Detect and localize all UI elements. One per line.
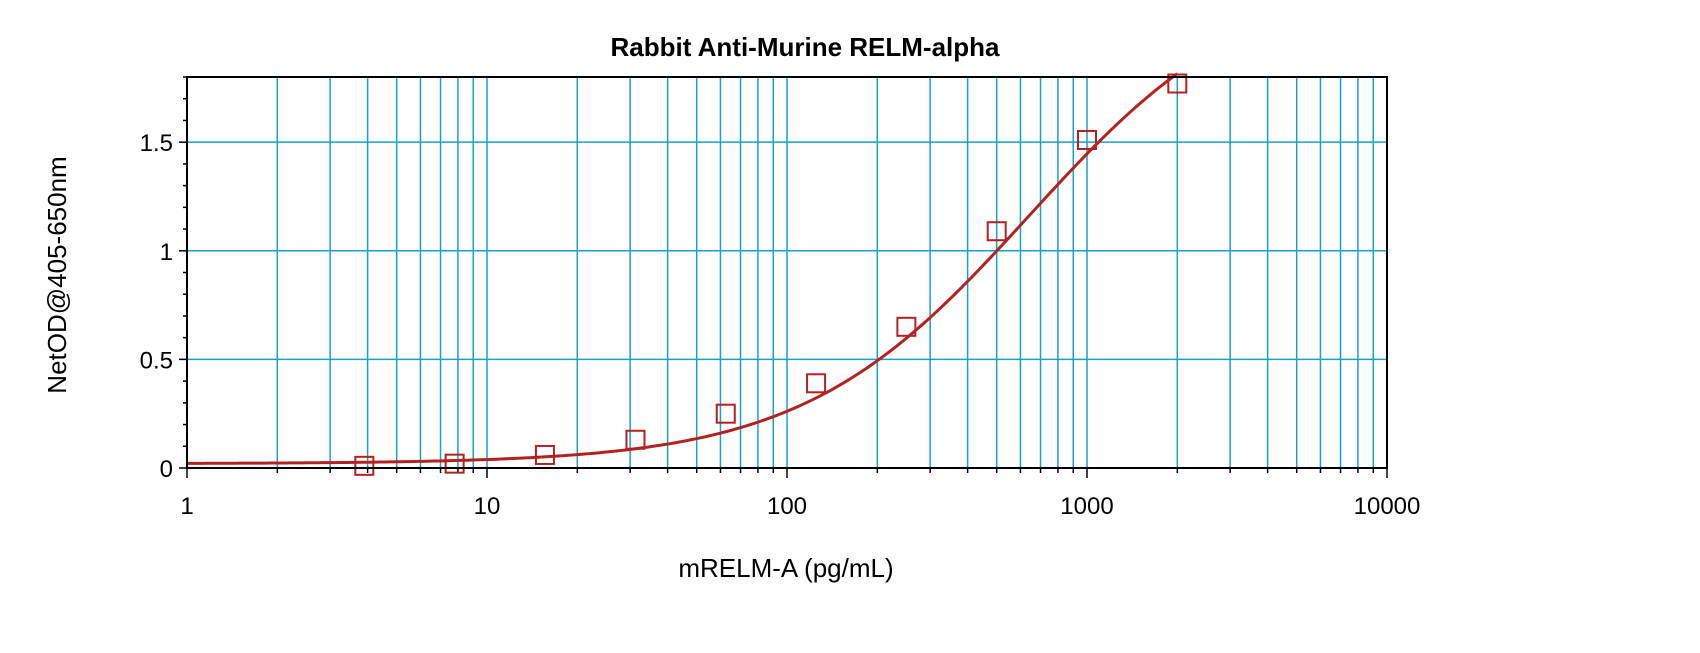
x-tick-label: 1000 xyxy=(1060,493,1113,520)
x-tick-label: 10 xyxy=(474,493,501,520)
y-tick-label: 0 xyxy=(160,456,173,483)
minor-ticks xyxy=(179,76,1388,478)
y-tick-label: 1.5 xyxy=(140,130,173,157)
fit-curve xyxy=(186,72,1179,465)
data-point xyxy=(354,455,375,476)
y-axis-label: NetOD@405-650nm xyxy=(42,156,72,393)
data-point xyxy=(625,429,646,450)
data-point xyxy=(806,373,827,394)
tick-labels: 1 10 100 1000 10000 0 0.5 1 1.5 xyxy=(140,130,1421,520)
x-axis-label: mRELM-A (pg/mL) xyxy=(678,553,893,583)
fit-curve-group xyxy=(186,72,1179,465)
data-point xyxy=(1167,73,1188,94)
y-tick-label: 0.5 xyxy=(140,347,173,374)
plot-frame xyxy=(186,76,1388,469)
data-point xyxy=(896,316,917,337)
x-tick-label: 1 xyxy=(180,493,193,520)
data-markers xyxy=(354,73,1188,476)
data-point xyxy=(444,453,465,474)
data-point xyxy=(534,444,555,465)
grid xyxy=(187,77,1387,468)
y-tick-label: 1 xyxy=(160,239,173,266)
data-point xyxy=(715,403,736,424)
data-point xyxy=(986,221,1007,242)
x-tick-label: 10000 xyxy=(1354,493,1421,520)
data-point xyxy=(1077,129,1097,150)
x-tick-label: 100 xyxy=(767,493,807,520)
chart-title: Rabbit Anti-Murine RELM-alpha xyxy=(610,32,1000,62)
